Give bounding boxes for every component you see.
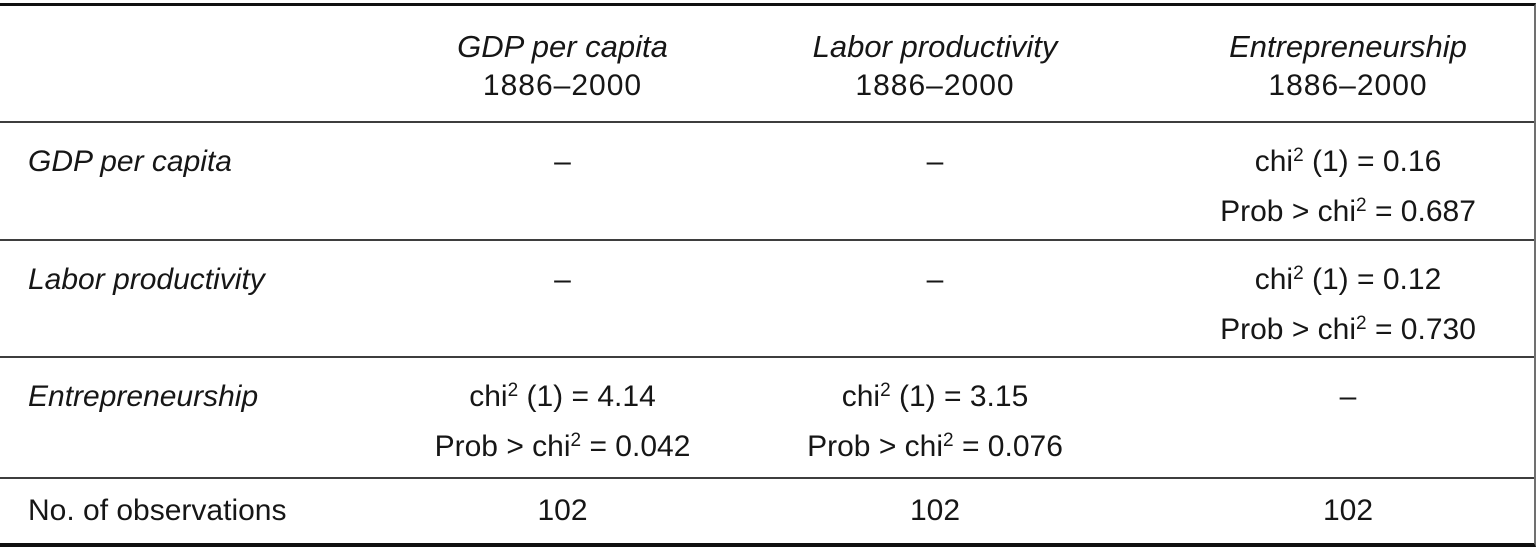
column-period: 1886–2000 xyxy=(855,69,1015,102)
dash: – xyxy=(1339,380,1357,413)
chi-value: (1) = 0.16 xyxy=(1303,145,1442,178)
cell-entrepreneurship-vs-entrepreneurship: – xyxy=(1160,358,1536,477)
prob-text: Prob > chi xyxy=(1220,313,1357,346)
prob-superscript: 2 xyxy=(570,430,582,451)
dash: – xyxy=(926,145,944,178)
granger-causality-table: GDP per capita 1886–2000 Labor productiv… xyxy=(0,3,1536,547)
header-cell-gdp: GDP per capita 1886–2000 xyxy=(415,6,710,121)
chi-value: (1) = 0.12 xyxy=(1303,263,1442,296)
column-title: Labor productivity xyxy=(812,29,1058,64)
dash: – xyxy=(926,263,944,296)
header-cell-labor: Labor productivity 1886–2000 xyxy=(710,6,1160,121)
table-row-observations: No. of observations 102 102 102 xyxy=(0,479,1534,543)
prob-value: = 0.042 xyxy=(581,430,691,463)
cell-labor-vs-labor: – xyxy=(710,241,1160,356)
row-label-cell: Entrepreneurship xyxy=(0,358,415,477)
prob-statistic: Prob > chi2 = 0.076 xyxy=(710,422,1160,472)
row-label: Entrepreneurship xyxy=(28,380,259,413)
prob-statistic: Prob > chi2 = 0.042 xyxy=(415,422,710,472)
row-label: GDP per capita xyxy=(28,145,232,178)
column-period: 1886–2000 xyxy=(482,69,643,102)
column-title: GDP per capita xyxy=(457,29,668,64)
prob-statistic: Prob > chi2 = 0.687 xyxy=(1160,187,1536,237)
dash: – xyxy=(554,263,571,296)
prob-value: = 0.687 xyxy=(1366,195,1476,228)
cell-gdp-vs-entrepreneurship: chi2 (1) = 0.16 Prob > chi2 = 0.687 xyxy=(1160,123,1536,239)
table-row-labor: Labor productivity – – chi2 (1) = 0.12 P… xyxy=(0,241,1534,358)
row-label: Labor productivity xyxy=(28,263,265,296)
prob-text: Prob > chi xyxy=(807,430,944,463)
chi-superscript: 2 xyxy=(507,380,519,401)
chi-statistic: chi2 (1) = 4.14 xyxy=(415,372,710,422)
header-cell-empty xyxy=(0,6,415,121)
cell-labor-vs-entrepreneurship: chi2 (1) = 0.12 Prob > chi2 = 0.730 xyxy=(1160,241,1536,356)
table-row-entrepreneurship: Entrepreneurship chi2 (1) = 4.14 Prob > … xyxy=(0,358,1534,479)
chi-statistic: chi2 (1) = 0.12 xyxy=(1160,255,1536,305)
observations-value: 102 xyxy=(537,494,588,527)
chi-value: (1) = 4.14 xyxy=(518,380,656,413)
table-row-gdp: GDP per capita – – chi2 (1) = 0.16 Prob … xyxy=(0,123,1534,241)
chi-superscript: 2 xyxy=(1293,263,1304,284)
cell-labor-vs-gdp: – xyxy=(415,241,710,356)
prob-superscript: 2 xyxy=(1356,195,1367,216)
prob-value: = 0.076 xyxy=(953,430,1063,463)
chi-text: chi xyxy=(469,380,508,413)
cell-entrepreneurship-vs-gdp: chi2 (1) = 4.14 Prob > chi2 = 0.042 xyxy=(415,358,710,477)
column-period: 1886–2000 xyxy=(1268,69,1428,102)
chi-text: chi xyxy=(841,380,881,413)
row-label-cell: Labor productivity xyxy=(0,241,415,356)
chi-statistic: chi2 (1) = 3.15 xyxy=(710,372,1160,422)
observations-value: 102 xyxy=(1322,494,1374,527)
prob-text: Prob > chi xyxy=(1220,195,1357,228)
dash: – xyxy=(554,145,571,178)
chi-text: chi xyxy=(1254,263,1294,296)
cell-gdp-vs-labor: – xyxy=(710,123,1160,239)
cell-observations-entrepreneurship: 102 xyxy=(1160,479,1536,543)
chi-value: (1) = 3.15 xyxy=(890,380,1029,413)
row-label: No. of observations xyxy=(28,494,287,527)
chi-superscript: 2 xyxy=(880,380,891,401)
row-label-cell: GDP per capita xyxy=(0,123,415,239)
prob-superscript: 2 xyxy=(1356,313,1367,334)
prob-statistic: Prob > chi2 = 0.730 xyxy=(1160,305,1536,355)
column-title: Entrepreneurship xyxy=(1229,29,1467,64)
cell-observations-labor: 102 xyxy=(710,479,1160,543)
chi-text: chi xyxy=(1254,145,1294,178)
cell-observations-gdp: 102 xyxy=(415,479,710,543)
table-header-row: GDP per capita 1886–2000 Labor productiv… xyxy=(0,6,1534,123)
cell-entrepreneurship-vs-labor: chi2 (1) = 3.15 Prob > chi2 = 0.076 xyxy=(710,358,1160,477)
prob-superscript: 2 xyxy=(943,430,954,451)
header-cell-entrepreneurship: Entrepreneurship 1886–2000 xyxy=(1160,6,1536,121)
prob-text: Prob > chi xyxy=(434,430,571,463)
cell-gdp-vs-gdp: – xyxy=(415,123,710,239)
prob-value: = 0.730 xyxy=(1366,313,1476,346)
observations-value: 102 xyxy=(909,494,961,527)
chi-statistic: chi2 (1) = 0.16 xyxy=(1160,137,1536,187)
row-label-cell: No. of observations xyxy=(0,479,415,543)
chi-superscript: 2 xyxy=(1293,145,1304,166)
